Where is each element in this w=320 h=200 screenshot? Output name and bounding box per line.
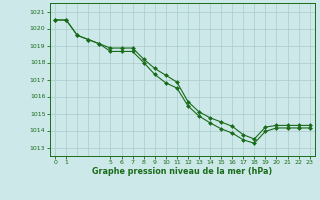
X-axis label: Graphe pression niveau de la mer (hPa): Graphe pression niveau de la mer (hPa) [92,167,273,176]
